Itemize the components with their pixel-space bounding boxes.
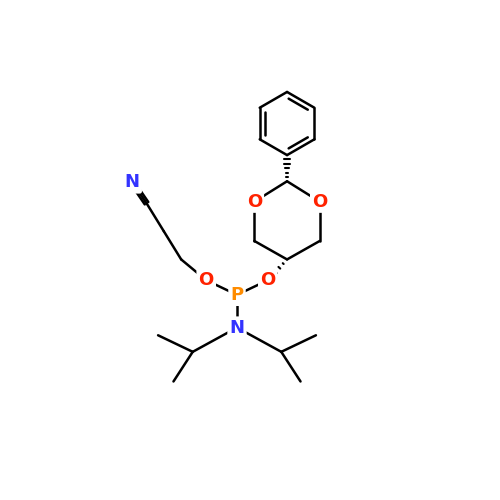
Text: O: O — [312, 192, 328, 210]
Text: O: O — [246, 192, 262, 210]
Text: P: P — [230, 286, 243, 304]
Text: O: O — [260, 271, 276, 289]
Text: N: N — [230, 318, 244, 336]
Text: N: N — [125, 174, 140, 192]
Text: O: O — [198, 271, 214, 289]
